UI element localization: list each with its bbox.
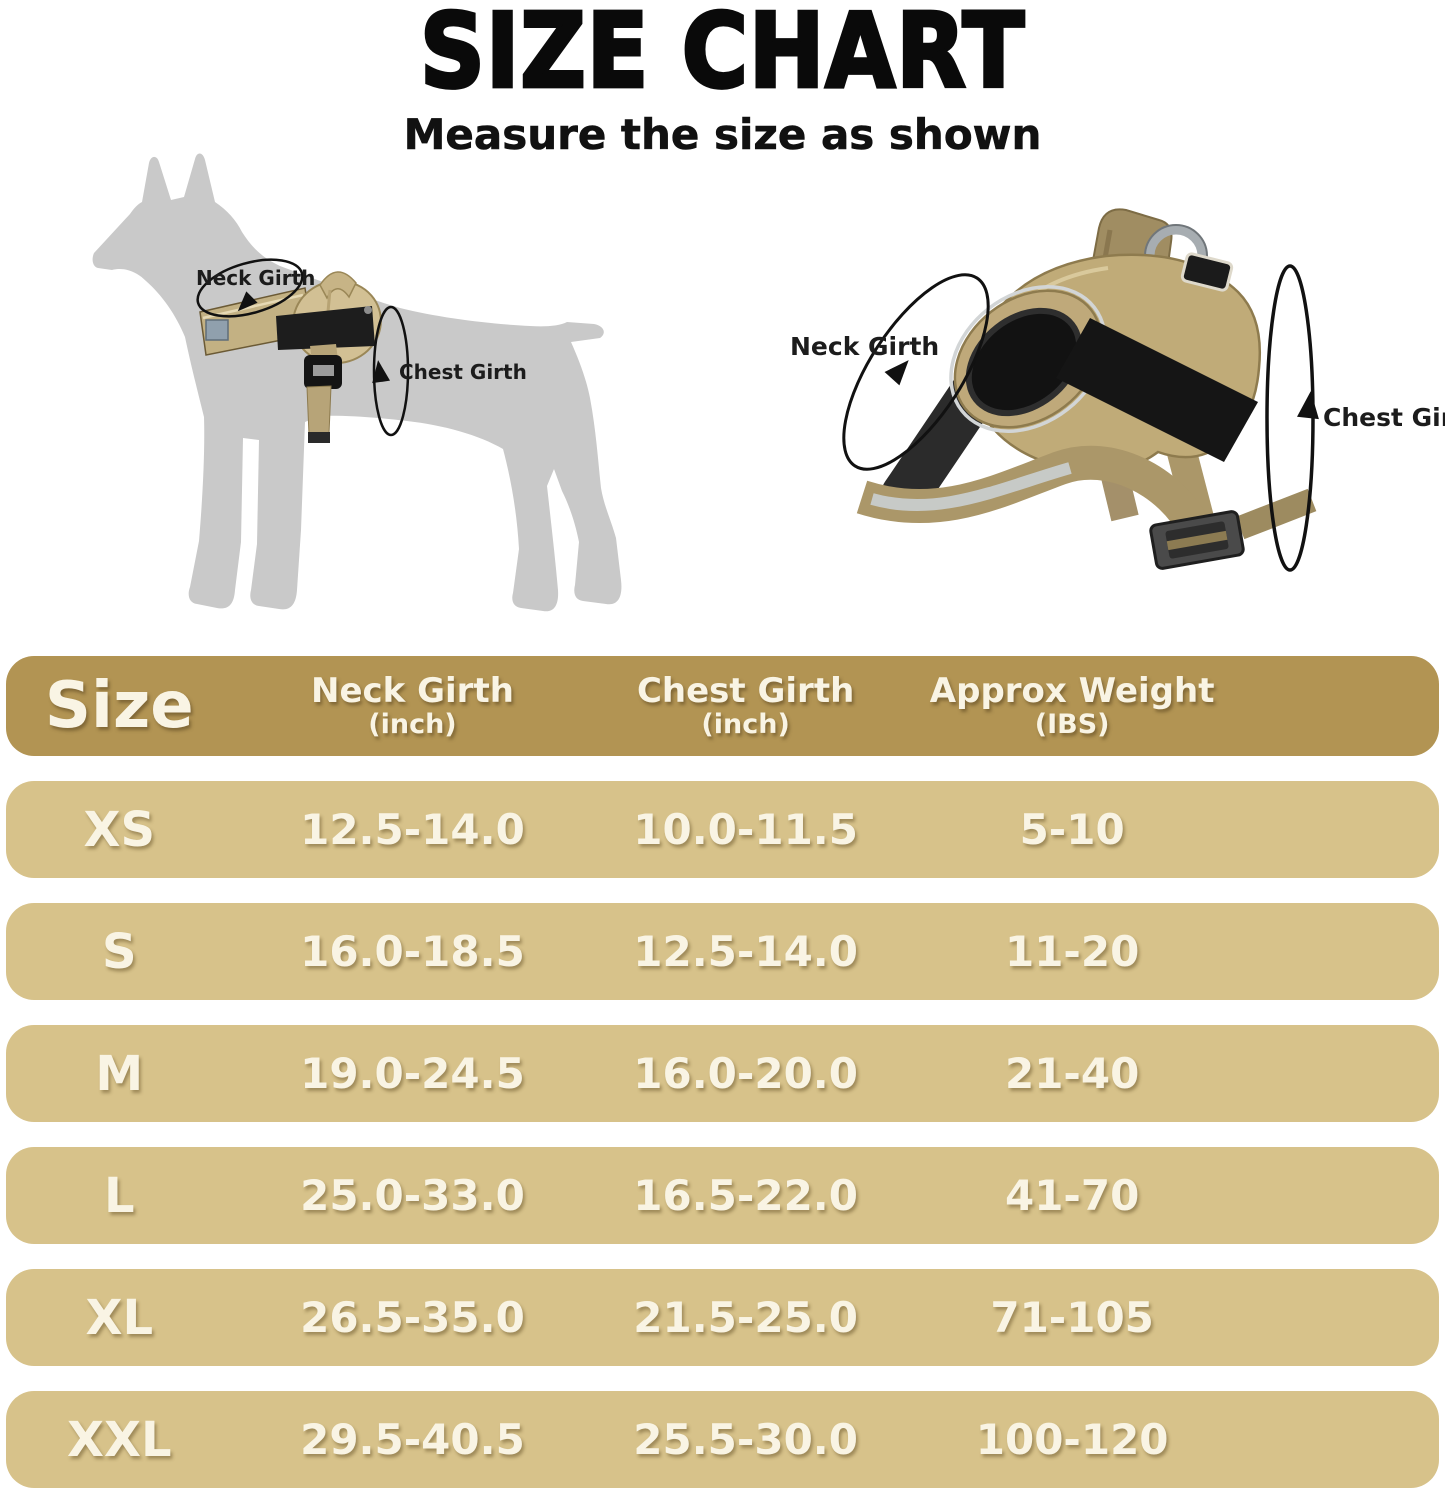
cell-size: XS bbox=[83, 801, 156, 858]
page-title: SIZE CHART bbox=[418, 0, 1026, 112]
table-row-s: S 16.0-18.5 12.5-14.0 11-20 bbox=[6, 903, 1439, 1000]
cell-size: XL bbox=[85, 1289, 154, 1346]
cell-neck-girth: 16.0-18.5 bbox=[300, 927, 525, 976]
header-size: Size bbox=[44, 669, 194, 743]
cell-weight: 11-20 bbox=[1004, 927, 1140, 976]
cell-neck-girth: 19.0-24.5 bbox=[300, 1049, 525, 1098]
cell-chest-girth: 10.0-11.5 bbox=[633, 805, 858, 854]
cell-neck-girth: 29.5-40.5 bbox=[300, 1415, 525, 1464]
table-row-xl: XL 26.5-35.0 21.5-25.0 71-105 bbox=[6, 1269, 1439, 1366]
table-row-xs: XS 12.5-14.0 10.0-11.5 5-10 bbox=[6, 781, 1439, 878]
strap-tail bbox=[1235, 488, 1317, 540]
harness-product-photo: Neck Girth Chest Girth bbox=[790, 208, 1445, 572]
adjuster-buckle bbox=[1149, 510, 1245, 570]
cell-chest-girth: 25.5-30.0 bbox=[633, 1415, 858, 1464]
cell-weight: 21-40 bbox=[1004, 1049, 1140, 1098]
mesh-padding bbox=[968, 310, 1080, 414]
table-row-m: M 19.0-24.5 16.0-20.0 21-40 bbox=[6, 1025, 1439, 1122]
harness-chest-girth-label: Chest Girth bbox=[1323, 403, 1445, 432]
table-row-xxl: XXL 29.5-40.5 25.5-30.0 100-120 bbox=[6, 1391, 1439, 1488]
dog-silhouette bbox=[92, 153, 622, 612]
reflective-stripe bbox=[870, 462, 1072, 511]
header-approx-weight: Approx Weight (IBS) bbox=[929, 671, 1215, 740]
measurement-figures: Neck Girth Chest Girth bbox=[92, 153, 1445, 612]
dog-neck-arrow-icon bbox=[237, 291, 258, 312]
dog-annotations bbox=[196, 258, 410, 437]
cell-chest-girth: 16.0-20.0 bbox=[633, 1049, 858, 1098]
cell-size: L bbox=[103, 1167, 135, 1224]
harness-chest-arrow-icon bbox=[1297, 391, 1319, 420]
cell-size: M bbox=[95, 1045, 144, 1102]
cell-weight: 5-10 bbox=[1019, 805, 1125, 854]
dog-harness bbox=[199, 271, 382, 443]
harness-label-patch bbox=[205, 319, 229, 341]
cell-weight: 100-120 bbox=[975, 1415, 1169, 1464]
cell-neck-girth: 25.0-33.0 bbox=[300, 1171, 525, 1220]
hanging-strap bbox=[306, 385, 332, 436]
dog-neck-girth-label: Neck Girth bbox=[196, 266, 315, 290]
cell-weight: 71-105 bbox=[990, 1293, 1154, 1342]
cell-weight: 41-70 bbox=[1004, 1171, 1140, 1220]
harness-chest-girth-ellipse bbox=[1265, 264, 1315, 572]
table-header-row: Size Neck Girth (inch) Chest Girth (inch… bbox=[6, 656, 1439, 756]
cell-neck-girth: 12.5-14.0 bbox=[300, 805, 525, 854]
cell-chest-girth: 21.5-25.0 bbox=[633, 1293, 858, 1342]
dog-chest-girth-label: Chest Girth bbox=[399, 360, 527, 384]
metal-stud bbox=[364, 306, 372, 314]
mesh-edge bbox=[965, 307, 1083, 417]
cell-size: XXL bbox=[66, 1411, 172, 1468]
brand-patch bbox=[1180, 252, 1234, 292]
dog-silhouette-illustration: Neck Girth Chest Girth bbox=[92, 153, 622, 612]
size-table: Size Neck Girth (inch) Chest Girth (inch… bbox=[6, 656, 1439, 1488]
page-subtitle: Measure the size as shown bbox=[403, 110, 1042, 160]
cell-size: S bbox=[101, 923, 137, 980]
strap-tip bbox=[308, 432, 330, 443]
velcro-patch-band bbox=[1056, 318, 1258, 462]
harness-neck-girth-ellipse bbox=[842, 273, 990, 471]
header-neck-girth: Neck Girth (inch) bbox=[311, 671, 514, 740]
dog-chest-girth-ellipse bbox=[372, 305, 410, 437]
buckle-bar bbox=[313, 365, 334, 376]
cell-neck-girth: 26.5-35.0 bbox=[300, 1293, 525, 1342]
cell-chest-girth: 12.5-14.0 bbox=[633, 927, 858, 976]
header-chest-girth: Chest Girth (inch) bbox=[636, 671, 855, 740]
cell-chest-girth: 16.5-22.0 bbox=[633, 1171, 858, 1220]
dog-neck-girth-ellipse bbox=[196, 258, 304, 318]
harness-neck-arrow-icon bbox=[884, 360, 909, 386]
table-row-l: L 25.0-33.0 16.5-22.0 41-70 bbox=[6, 1147, 1439, 1244]
harness-black-strap bbox=[276, 306, 375, 350]
harness-neck-girth-label: Neck Girth bbox=[790, 332, 939, 361]
dog-chest-arrow-icon bbox=[372, 360, 391, 384]
